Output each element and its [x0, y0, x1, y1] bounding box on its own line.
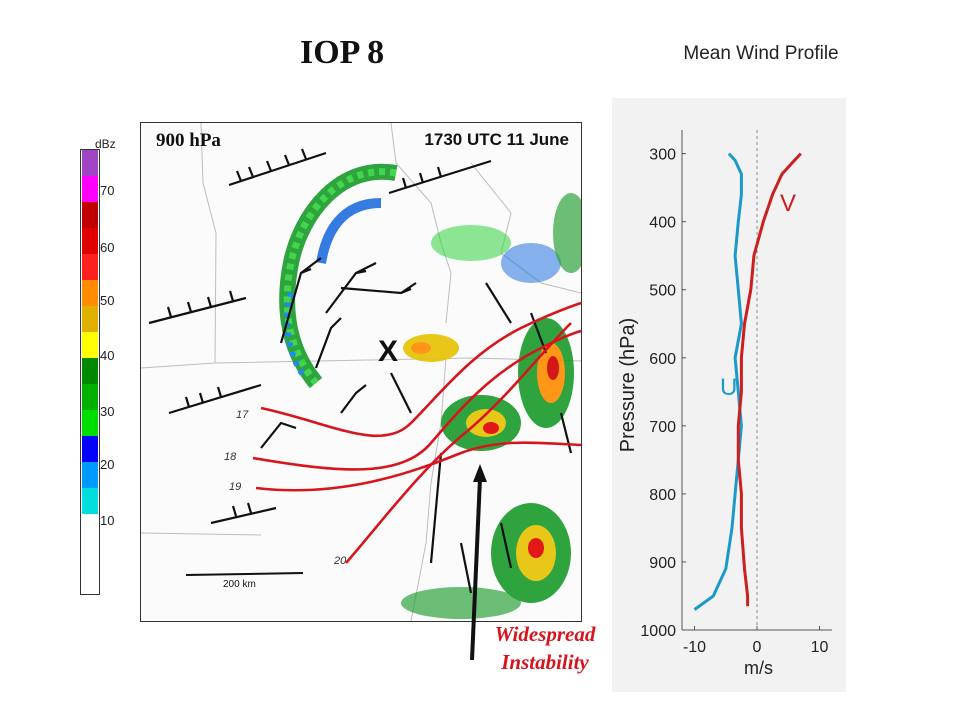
colorbar-segment [82, 436, 98, 462]
profile-title: Mean Wind Profile [683, 43, 839, 64]
colorbar-segment [82, 514, 98, 540]
location-marker: X [378, 335, 399, 368]
colorbar-segment [82, 410, 98, 436]
colorbar-segment [82, 306, 98, 332]
y-tick-label: 500 [649, 283, 676, 300]
annotation-line-1: Widespread [494, 622, 596, 646]
colorbar-tick: 70 [100, 183, 115, 198]
radar-map: 900 hPa 1730 UTC 11 June X 17 18 19 20 2… [140, 122, 582, 622]
colorbar-segment [82, 332, 98, 358]
x-axis-label: m/s [744, 658, 773, 678]
y-tick-label: 300 [649, 147, 676, 164]
contour-label: 20 [334, 555, 347, 567]
series-label-v: V [780, 190, 797, 217]
y-tick-label: 700 [649, 419, 676, 436]
radar-map-graphic [141, 123, 581, 621]
y-axis-label: Pressure (hPa) [617, 318, 639, 453]
valid-time-label: 1730 UTC 11 June [424, 130, 569, 149]
colorbar-segment [82, 488, 98, 514]
colorbar-segment [82, 228, 98, 254]
colorbar-tick: 20 [100, 457, 115, 472]
x-tick-label: 10 [811, 639, 829, 656]
figure-title: IOP 8 [300, 34, 385, 71]
instability-annotation: Widespread Instability [470, 620, 620, 676]
colorbar-tick: 10 [100, 513, 115, 528]
colorbar-tick: 60 [100, 240, 115, 255]
colorbar-unit-label: dBz [95, 137, 116, 151]
reflectivity-colorbar [80, 149, 100, 595]
scale-bar [185, 572, 304, 576]
series-line-u [693, 152, 743, 611]
colorbar-segment [82, 176, 98, 202]
profile-background [612, 98, 846, 692]
colorbar-tick: 40 [100, 348, 115, 363]
colorbar-tick: 50 [100, 293, 115, 308]
colorbar-segment [82, 254, 98, 280]
contour-label: 19 [229, 481, 242, 493]
instability-contours [252, 301, 581, 564]
colorbar-tick: 30 [100, 404, 115, 419]
contour-label: 18 [224, 451, 237, 463]
colorbar-segment [82, 150, 98, 176]
y-tick-label: 900 [649, 555, 676, 572]
x-tick-label: 0 [753, 639, 762, 656]
colorbar-segment [82, 384, 98, 410]
y-tick-label: 1000 [640, 623, 676, 640]
y-tick-label: 800 [649, 487, 676, 504]
contour-label: 17 [236, 409, 249, 421]
series-label-u: U [720, 374, 738, 401]
annotation-line-2: Instability [501, 650, 589, 674]
y-tick-label: 600 [649, 351, 676, 368]
wind-barbs [148, 148, 573, 594]
colorbar-segment [82, 462, 98, 488]
colorbar-segment [82, 202, 98, 228]
x-tick-label: -10 [683, 639, 706, 656]
radar-echoes [279, 163, 581, 619]
colorbar-segment [82, 280, 98, 306]
scale-bar-label: 200 km [223, 579, 256, 590]
state-boundaries [141, 123, 581, 621]
y-tick-label: 400 [649, 215, 676, 232]
wind-profile-chart: 300 400 500 600 700 800 900 1000 -10 0 10 Pressure … [617, 130, 832, 656]
colorbar-segment [82, 358, 98, 384]
pressure-level-label: 900 hPa [156, 130, 221, 151]
series-line-v [736, 152, 802, 607]
